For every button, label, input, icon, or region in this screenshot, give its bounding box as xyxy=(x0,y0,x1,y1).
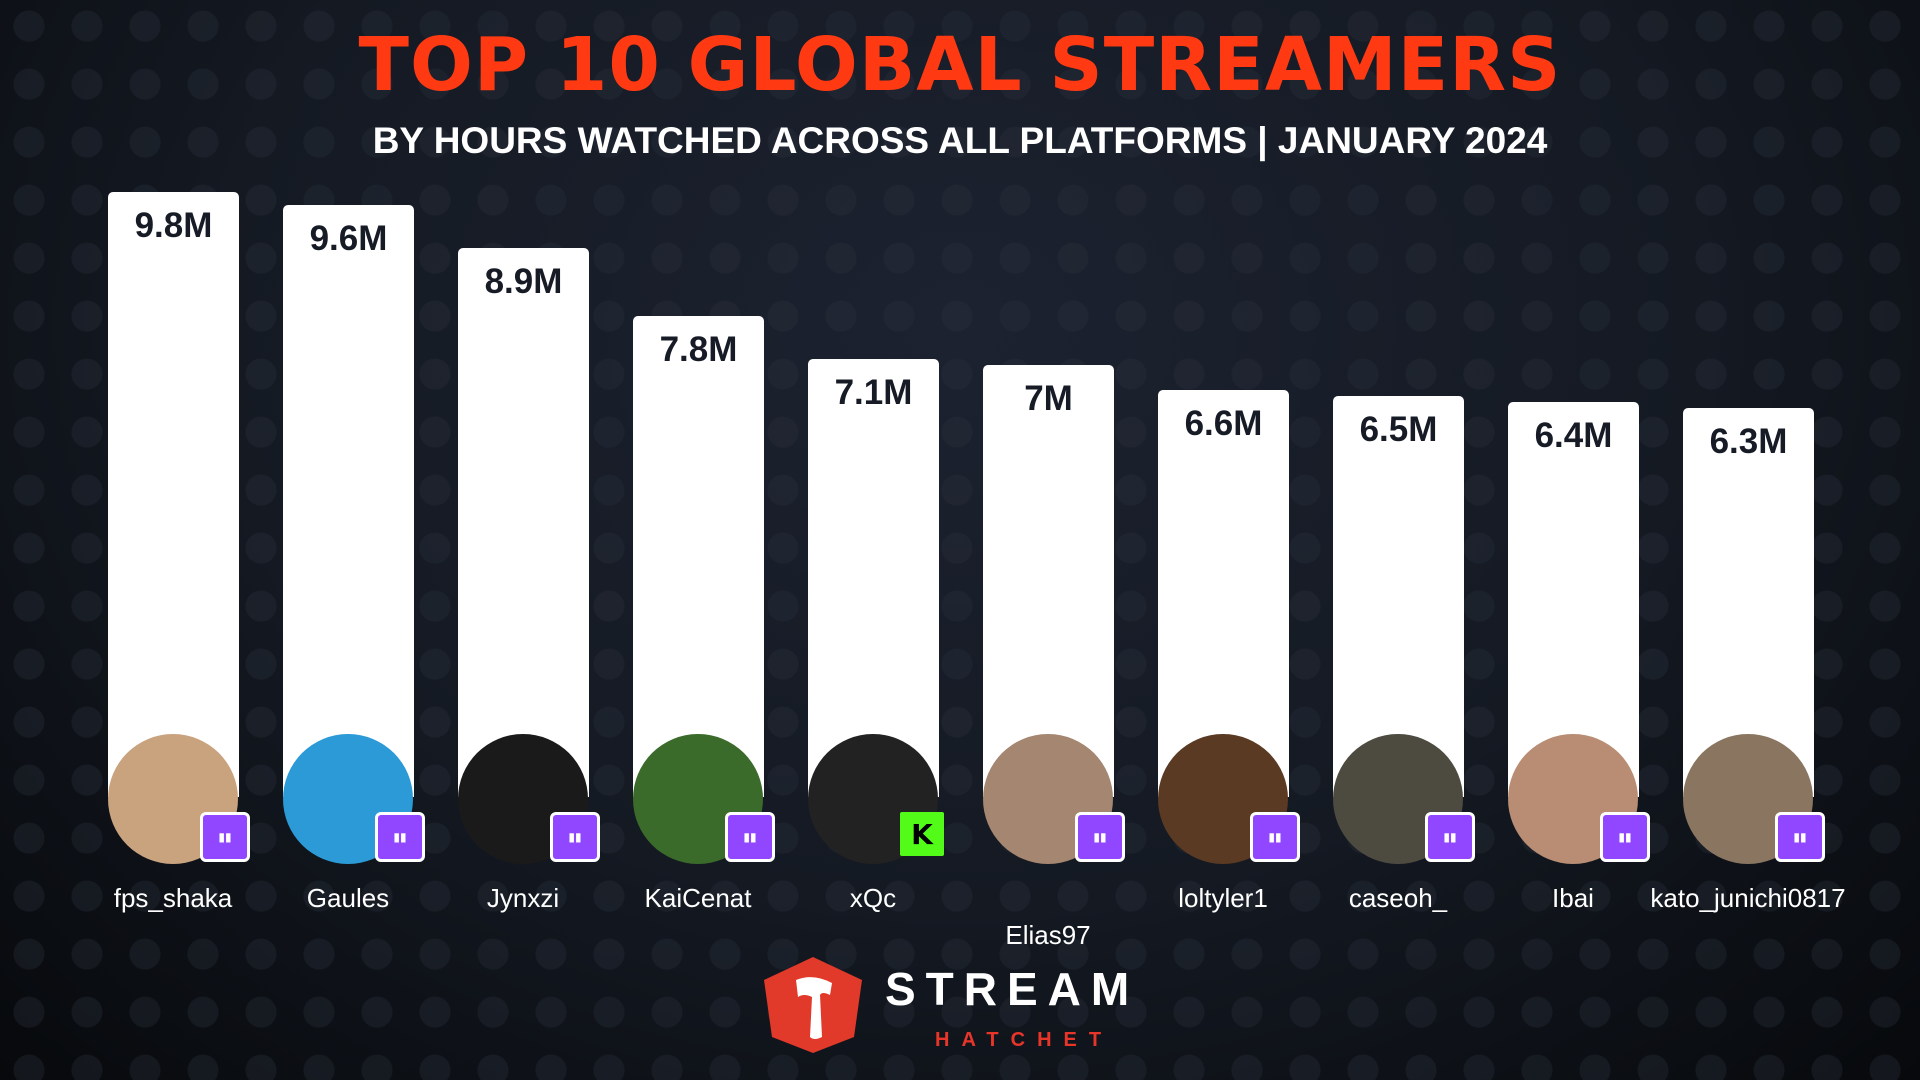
twitch-icon: ▮▮ xyxy=(200,812,250,862)
bar-Gaules xyxy=(283,204,414,797)
streamer-name: xQc xyxy=(849,883,897,913)
value-label: 7.1M xyxy=(834,372,913,412)
twitch-icon: ▮▮ xyxy=(550,812,600,862)
value-label: 6.6M xyxy=(1184,403,1263,443)
bar-loltyler1 xyxy=(1158,389,1289,797)
bar-caseoh_ xyxy=(1333,395,1464,797)
streamer-name: fps_shaka xyxy=(113,883,233,913)
streamer-name: loltyler1 xyxy=(1178,883,1268,913)
streamer-name: Ibai xyxy=(1552,883,1594,913)
streamer-name: Elias97 xyxy=(1005,920,1091,950)
bar-Ibai xyxy=(1508,402,1639,797)
streamer-name: KaiCenat xyxy=(644,883,752,913)
streamer-name: Gaules xyxy=(306,883,390,913)
chart-title: TOP 10 GLOBAL STREAMERS xyxy=(358,22,1562,108)
twitch-icon: ▮▮ xyxy=(725,812,775,862)
twitch-icon: ▮▮ xyxy=(1775,812,1825,862)
chart-subtitle: BY HOURS WATCHED ACROSS ALL PLATFORMS | … xyxy=(372,120,1548,161)
twitch-icon: ▮▮ xyxy=(1425,812,1475,862)
logo-word-stream: STREAM xyxy=(885,963,1140,1015)
twitch-icon: ▮▮ xyxy=(1250,812,1300,862)
bar-fps_shaka xyxy=(108,192,239,797)
value-label: 7.8M xyxy=(659,329,738,369)
bar-xQc xyxy=(808,358,939,797)
twitch-icon: ▮▮ xyxy=(1075,812,1125,862)
streamer-name: caseoh_ xyxy=(1348,883,1448,913)
value-label: 9.6M xyxy=(309,218,388,258)
stream-hatchet-logo-icon xyxy=(764,957,862,1053)
value-label: 6.3M xyxy=(1709,422,1788,462)
bar-Jynxzi xyxy=(458,247,589,797)
twitch-icon: ▮▮ xyxy=(1600,812,1650,862)
value-label: 6.5M xyxy=(1359,409,1438,449)
bar-KaiCenat xyxy=(633,315,764,797)
streamer-name: Jynxzi xyxy=(486,883,560,913)
value-label: 8.9M xyxy=(484,261,563,301)
value-label: 6.4M xyxy=(1534,416,1613,456)
twitch-icon: ▮▮ xyxy=(375,812,425,862)
value-label: 7M xyxy=(1024,379,1073,419)
value-label: 9.8M xyxy=(134,206,213,246)
kick-icon: K xyxy=(900,812,944,856)
logo-word-hatchet: HATCHET xyxy=(935,1029,1114,1051)
bar-kato_junichi0817 xyxy=(1683,408,1814,797)
bar-Elias97 xyxy=(983,365,1114,797)
streamer-name: kato_junichi0817 xyxy=(1650,883,1846,913)
